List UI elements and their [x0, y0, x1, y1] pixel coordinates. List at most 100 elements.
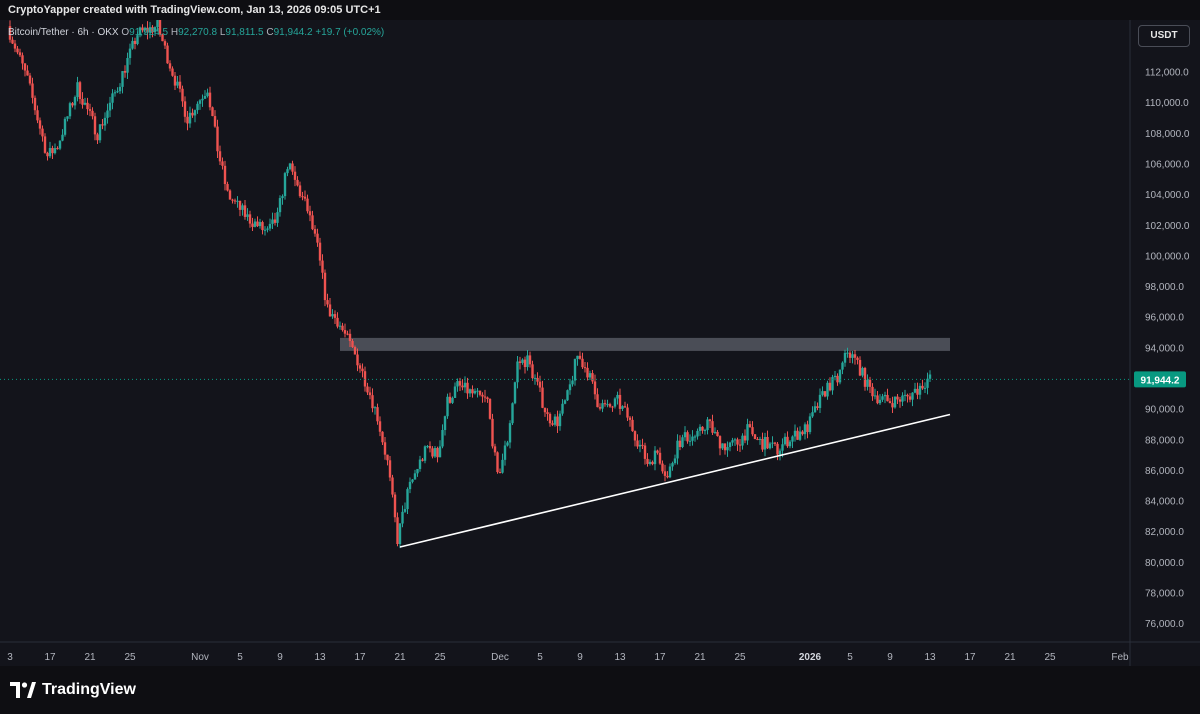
candle-down: [916, 388, 919, 395]
candle-down: [481, 394, 484, 397]
candle-down: [863, 367, 867, 387]
candle-up: [841, 362, 844, 370]
y-tick-label: 108,000.0: [1145, 129, 1190, 140]
x-tick-label: 13: [314, 652, 326, 663]
candle-up: [266, 228, 269, 230]
candle-down: [871, 386, 874, 397]
candle-up: [561, 403, 564, 414]
candle-up: [843, 352, 847, 363]
candle-down: [646, 458, 649, 464]
candle-down: [898, 399, 902, 402]
support-trendline[interactable]: [399, 413, 951, 548]
candle-up: [193, 110, 197, 116]
candle-up: [763, 436, 767, 450]
candle-down: [891, 403, 894, 408]
currency-button[interactable]: USDT: [1138, 25, 1190, 47]
candle-down: [848, 352, 852, 358]
candle-up: [676, 440, 679, 459]
candle-up: [286, 169, 289, 174]
candle-up: [746, 424, 749, 441]
candle-up: [106, 110, 109, 118]
y-tick-label: 80,000.0: [1145, 558, 1184, 569]
legend-low: 91,811.5: [225, 27, 264, 38]
candle-up: [613, 398, 617, 407]
chart-frame[interactable]: 76,000.0 78,000.0 80,000.0 82,000.0 84,000.0…: [0, 20, 1200, 666]
candle-down: [701, 426, 704, 431]
candle-down: [431, 448, 434, 457]
tradingview-logo[interactable]: TradingView: [10, 681, 136, 699]
candle-up: [861, 367, 864, 376]
candle-down: [896, 396, 899, 400]
price-chart[interactable]: 76,000.0 78,000.0 80,000.0 82,000.0 84,000.0…: [0, 20, 1200, 666]
candle-down: [421, 459, 424, 461]
candle-down: [316, 233, 319, 243]
candle-down: [548, 413, 552, 424]
y-tick-label: 98,000.0: [1145, 282, 1184, 293]
candle-down: [303, 196, 307, 199]
candle-up: [98, 124, 102, 141]
candle-down: [578, 355, 582, 359]
candle-up: [103, 117, 107, 126]
candle-up: [433, 448, 437, 457]
candle-down: [661, 463, 664, 472]
candle-down: [376, 407, 379, 422]
candle-down: [96, 134, 99, 141]
legend-symbol: Bitcoin/Tether · 6h · OKX: [8, 27, 119, 38]
y-tick-label: 90,000.0: [1145, 405, 1184, 416]
candle-down: [801, 431, 804, 435]
candle-up: [673, 458, 677, 464]
candle-down: [51, 148, 54, 154]
candle-up: [693, 436, 697, 438]
legend-high: 92,270.8: [178, 27, 218, 38]
candle-up: [68, 103, 72, 117]
candle-down: [26, 70, 29, 76]
candle-up: [198, 100, 202, 104]
y-tick-label: 102,000.0: [1145, 221, 1190, 232]
candle-down: [536, 377, 539, 382]
candle-down: [483, 396, 487, 398]
candle-up: [768, 443, 772, 449]
candle-down: [546, 412, 549, 414]
candle-down: [233, 200, 237, 202]
candle-up: [926, 378, 929, 388]
candle-down: [208, 92, 212, 108]
candle-up: [818, 394, 822, 408]
candle-up: [571, 380, 574, 385]
candle-down: [591, 373, 594, 382]
candle-up: [338, 325, 342, 327]
candle-down: [396, 517, 399, 545]
candle-down: [921, 385, 924, 389]
current-price-label: 91,944.2: [1141, 375, 1180, 386]
candle-down: [33, 97, 37, 111]
candle-up: [176, 81, 179, 86]
resistance-zone[interactable]: [340, 337, 950, 351]
candle-up: [503, 445, 507, 460]
candle-down: [716, 431, 719, 437]
candle-up: [463, 382, 467, 388]
candle-up: [73, 97, 77, 106]
candle-up: [258, 222, 262, 227]
candle-down: [326, 300, 329, 305]
candle-up: [923, 387, 927, 389]
y-tick-label: 100,000.0: [1145, 251, 1190, 262]
ohlc-legend: Bitcoin/Tether · 6h · OKX O91,924.5 H92,…: [8, 27, 384, 38]
candle-down: [226, 184, 229, 191]
x-tick-label: 25: [734, 652, 746, 663]
x-tick-label: 21: [1004, 652, 1016, 663]
candle-down: [493, 446, 497, 453]
candle-down: [18, 52, 22, 56]
candle-down: [93, 116, 97, 135]
candle-down: [743, 435, 747, 441]
candle-up: [476, 390, 479, 392]
candle-up: [553, 416, 557, 425]
candle-up: [846, 352, 849, 354]
candle-down: [858, 359, 862, 376]
candle-up: [271, 219, 274, 224]
candle-down: [388, 460, 392, 478]
y-tick-label: 110,000.0: [1145, 98, 1189, 109]
candle-down: [596, 394, 599, 408]
candle-up: [771, 442, 774, 444]
y-tick-label: 78,000.0: [1145, 588, 1184, 599]
candle-up: [703, 430, 707, 432]
candle-down: [238, 200, 242, 210]
